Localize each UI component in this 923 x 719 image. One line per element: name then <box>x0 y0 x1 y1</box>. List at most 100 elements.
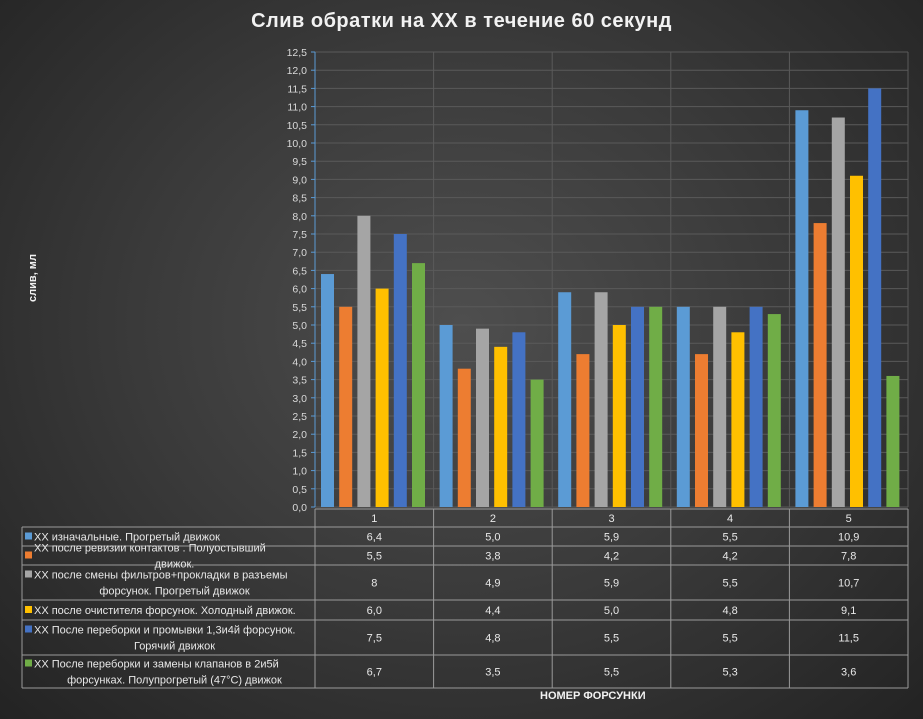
y-tick-label: 2,5 <box>292 411 307 423</box>
y-tick-label: 9,0 <box>292 174 307 186</box>
data-table-value: 5,0 <box>604 605 619 617</box>
y-tick-label: 10,5 <box>287 120 308 132</box>
bar <box>512 332 526 507</box>
category-label: 3 <box>608 513 614 525</box>
bar <box>695 354 708 507</box>
bar <box>850 175 863 507</box>
bar <box>649 306 663 507</box>
y-tick-label: 12,0 <box>287 65 308 77</box>
category-label: 4 <box>727 513 733 525</box>
y-tick-label: 12,5 <box>287 47 308 59</box>
bar <box>749 306 763 507</box>
bar <box>594 292 608 507</box>
data-table-value: 10,7 <box>838 578 859 590</box>
y-tick-label: 6,5 <box>292 265 307 277</box>
bar <box>831 117 845 508</box>
bar <box>321 274 334 507</box>
legend-label: ХХ После переборки и промывки 1,3и4й фор… <box>34 625 295 637</box>
bar <box>713 306 727 507</box>
legend-label: ХХ изначальные. Прогретый движок <box>34 532 220 544</box>
data-table-value: 6,7 <box>367 667 382 679</box>
data-table-value: 5,5 <box>604 667 619 679</box>
y-tick-label: 4,5 <box>292 338 307 350</box>
bar <box>439 325 453 507</box>
legend-label: ХХ после смены фильтров+прокладки в разъ… <box>34 570 288 582</box>
legend-label: ХХ После переборки и замены клапанов в 2… <box>34 659 279 671</box>
data-table-value: 4,8 <box>485 633 500 645</box>
y-tick-label: 8,5 <box>292 193 307 205</box>
category-label: 5 <box>846 513 852 525</box>
data-table-value: 5,5 <box>722 633 737 645</box>
bar <box>393 234 407 507</box>
data-table-value: 5,0 <box>485 532 500 544</box>
y-tick-label: 0,0 <box>292 502 307 514</box>
bar <box>357 215 371 508</box>
data-table-value: 5,5 <box>722 578 737 590</box>
data-table-value: 7,5 <box>367 633 382 645</box>
data-table-value: 6,0 <box>367 605 382 617</box>
bar <box>731 332 745 507</box>
bar <box>813 223 827 507</box>
data-table-value: 4,2 <box>604 551 619 563</box>
y-tick-label: 11,0 <box>287 102 307 114</box>
data-table-value: 5,5 <box>722 532 737 544</box>
data-table-value: 3,6 <box>841 667 856 679</box>
bar <box>494 346 508 507</box>
bar <box>868 88 882 508</box>
bar <box>530 379 544 507</box>
data-table-value: 5,5 <box>604 633 619 645</box>
legend-key <box>25 532 32 540</box>
bar <box>375 288 389 507</box>
legend-label: ХХ после ревизии контактов . Полуостывши… <box>34 543 266 555</box>
chart-title: Слив обратки на ХХ в течение 60 секунд <box>251 10 672 32</box>
bar <box>767 314 781 507</box>
y-tick-label: 4,0 <box>292 356 307 368</box>
category-label: 2 <box>490 513 496 525</box>
data-table-value: 9,1 <box>841 605 856 617</box>
bar <box>795 110 809 508</box>
bar <box>886 375 900 507</box>
bar <box>339 306 353 507</box>
bar <box>612 325 626 507</box>
y-tick-label: 8,0 <box>292 211 307 223</box>
legend-label: движок. <box>155 559 195 571</box>
data-table-value: 3,8 <box>485 551 500 563</box>
legend-key <box>25 659 32 667</box>
data-table-value: 10,9 <box>838 532 859 544</box>
data-table-value: 3,5 <box>485 667 500 679</box>
y-tick-label: 5,0 <box>292 320 307 332</box>
bar <box>676 306 690 507</box>
legend-label: Горячий движок <box>134 641 215 653</box>
data-table-value: 11,5 <box>838 633 859 645</box>
y-tick-label: 7,5 <box>292 229 307 241</box>
legend-label: форсунках. Полупрогретый (47°C) движок <box>67 675 282 687</box>
data-table-value: 4,2 <box>722 551 737 563</box>
bar <box>576 354 590 507</box>
legend-key <box>25 551 32 559</box>
legend-label: ХХ после очистителя форсунок. Холодный д… <box>34 605 296 617</box>
y-tick-label: 6,0 <box>292 284 307 296</box>
bar <box>457 368 471 507</box>
y-tick-label: 0,5 <box>292 484 307 496</box>
y-tick-label: 3,0 <box>292 393 307 405</box>
bar <box>631 306 644 507</box>
bar <box>412 263 425 507</box>
y-tick-label: 11,5 <box>287 83 307 95</box>
y-tick-label: 2,0 <box>292 429 307 441</box>
y-tick-label: 9,5 <box>292 156 307 168</box>
data-table-value: 4,8 <box>722 605 737 617</box>
data-table-value: 8 <box>371 578 377 590</box>
y-tick-label: 5,5 <box>292 302 307 314</box>
data-table-value: 5,5 <box>367 551 382 563</box>
legend-key <box>25 606 32 613</box>
bar <box>558 292 572 507</box>
data-table-value: 5,3 <box>722 667 737 679</box>
data-table-value: 6,4 <box>367 532 382 544</box>
y-tick-label: 7,0 <box>292 247 307 259</box>
category-label: 1 <box>371 513 377 525</box>
data-table-value: 5,9 <box>604 578 619 590</box>
y-tick-label: 10,0 <box>287 138 308 150</box>
y-tick-label: 1,0 <box>292 466 307 478</box>
y-tick-label: 3,5 <box>292 375 307 387</box>
